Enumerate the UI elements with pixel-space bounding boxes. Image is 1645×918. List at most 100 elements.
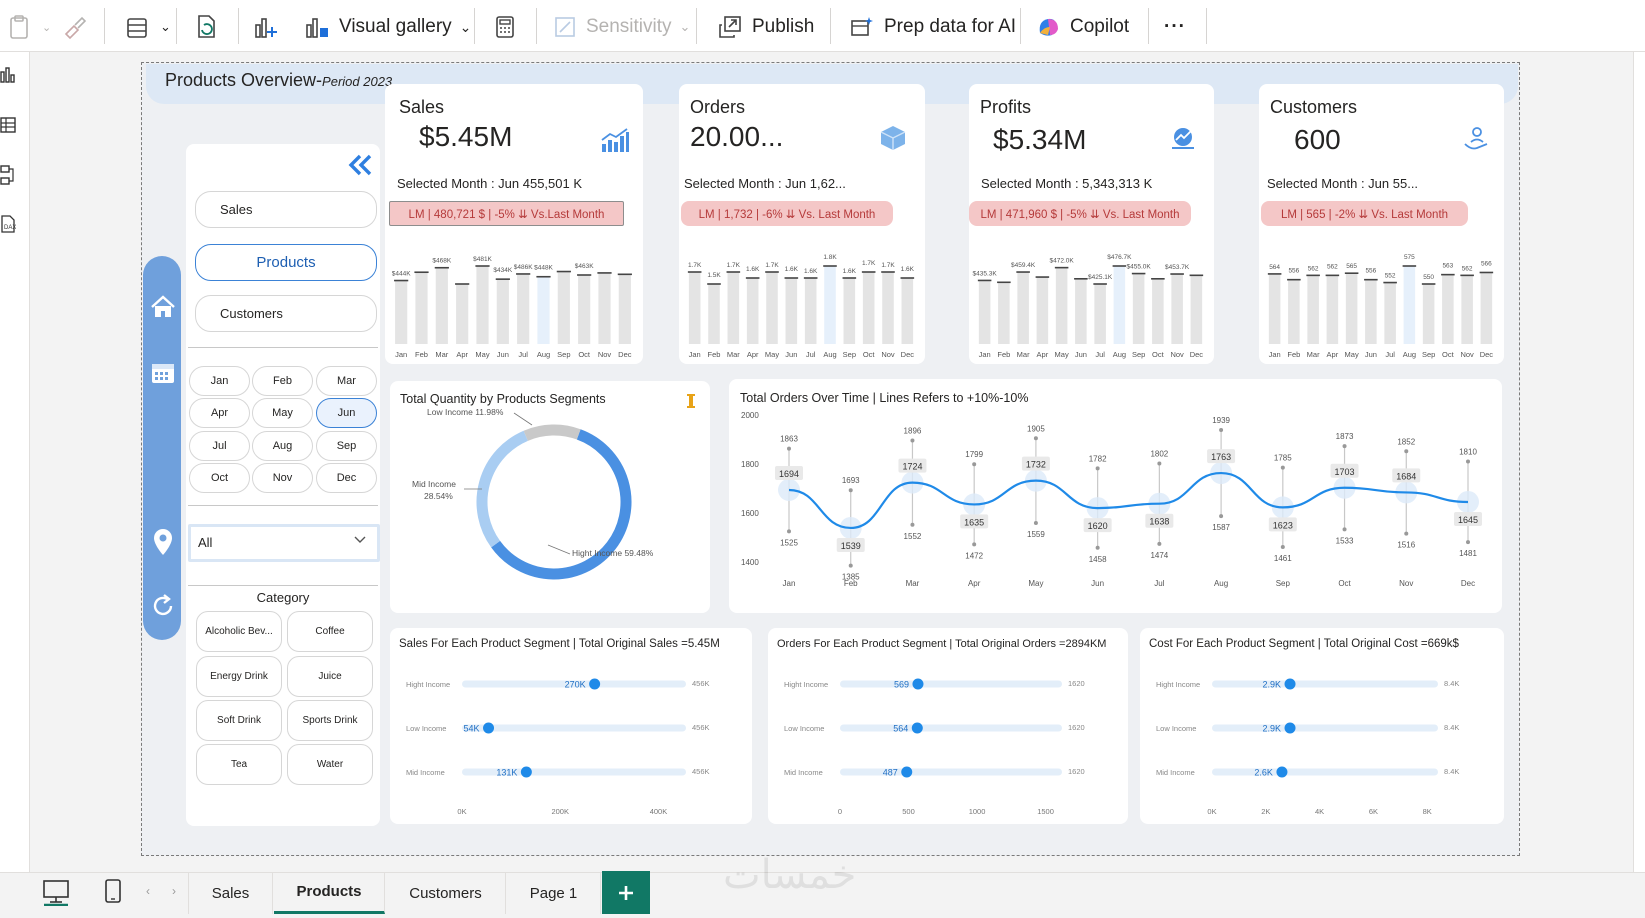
sensitivity-button[interactable]: Sensitivity ⌄ <box>552 8 690 46</box>
month-tick-label: Jun <box>497 350 509 359</box>
mobile-layout-icon[interactable] <box>104 878 122 909</box>
bar-value-label: $486K <box>514 264 533 271</box>
value-dot <box>911 722 923 734</box>
category-button[interactable]: Sports Drink <box>287 700 373 741</box>
more-options-button[interactable]: ··· <box>1164 16 1186 37</box>
bar-value-label: $472.0K <box>1050 258 1075 265</box>
upper-label: 1785 <box>1274 454 1292 463</box>
month-button-nov[interactable]: Nov <box>252 463 313 493</box>
prep-data-label: Prep data for AI <box>884 16 1017 37</box>
desktop-layout-icon[interactable] <box>42 878 70 911</box>
kpi-last-month-pill: LM | 471,960 $ | -5% ⇊ Vs. Last Month <box>969 201 1191 226</box>
x-tick-label: 1500 <box>1037 807 1054 816</box>
home-icon[interactable] <box>150 294 176 325</box>
lower-label: 1533 <box>1336 536 1354 545</box>
divider <box>188 585 378 586</box>
nav-products-button[interactable]: Products <box>195 244 377 281</box>
value-label: 1620 <box>1088 521 1108 531</box>
profits-monthly-bars: $435.3K Jan Feb $459.4K Mar Apr $472.0K May Jun $… <box>973 254 1204 359</box>
upper-label: 1802 <box>1150 450 1168 459</box>
month-tick-label: Jan <box>689 350 701 359</box>
bar-value-label: $434K <box>493 267 512 274</box>
lower-label: 1472 <box>965 551 983 560</box>
dax-query-icon[interactable]: DAX <box>0 214 16 239</box>
month-tick-label: Oct <box>1442 350 1455 359</box>
month-button-aug[interactable]: Aug <box>252 431 313 461</box>
x-tick-label: 0 <box>838 807 842 816</box>
visual-gallery-button[interactable]: Visual gallery ⌄ <box>303 8 471 46</box>
bar-value-label: 1.6K <box>901 266 915 273</box>
max-label: 8.4K <box>1444 723 1459 732</box>
format-painter-button[interactable] <box>62 8 88 46</box>
collapse-icon[interactable] <box>348 154 374 181</box>
tab-customers[interactable]: Customers <box>386 872 506 914</box>
category-button[interactable]: Alcoholic Bev... <box>196 611 282 652</box>
category-button[interactable]: Tea <box>196 744 282 785</box>
month-button-mar[interactable]: Mar <box>316 366 377 396</box>
month-button-jan[interactable]: Jan <box>189 366 250 396</box>
nav-sales-button[interactable]: Sales <box>195 191 377 228</box>
category-button[interactable]: Energy Drink <box>196 656 282 697</box>
month-button-apr[interactable]: Apr <box>189 398 250 428</box>
calculator-button[interactable] <box>492 8 518 46</box>
month-tick-label: Sep <box>843 350 856 359</box>
lower-dot <box>1342 527 1347 532</box>
month-button-sep[interactable]: Sep <box>316 431 377 461</box>
category-button[interactable]: Water <box>287 744 373 785</box>
plus-icon <box>619 885 633 900</box>
reset-icon[interactable] <box>150 593 176 624</box>
table-view-icon[interactable] <box>0 116 16 139</box>
upper-dot <box>1342 444 1347 449</box>
month-button-may[interactable]: May <box>252 398 313 428</box>
value-dot <box>1276 766 1288 778</box>
value-label: 2.9K <box>1263 724 1282 734</box>
max-label: 456K <box>692 767 710 776</box>
value-dot <box>1284 722 1296 734</box>
value-label-box <box>1392 468 1421 483</box>
y-tick-label: 1800 <box>741 460 759 469</box>
copilot-button[interactable]: Copilot <box>1034 8 1129 46</box>
month-button-oct[interactable]: Oct <box>189 463 250 493</box>
x-tick-label: Aug <box>1214 579 1228 588</box>
refresh-button[interactable] <box>192 8 220 46</box>
month-bar <box>824 266 836 344</box>
prep-data-button[interactable]: Prep data for AI <box>848 8 1016 46</box>
x-tick-label: Feb <box>844 579 858 588</box>
tab-sales[interactable]: Sales <box>189 872 273 914</box>
new-visual-button[interactable] <box>252 8 280 46</box>
category-button[interactable]: Juice <box>287 656 373 697</box>
month-button-dec[interactable]: Dec <box>316 463 377 493</box>
month-bar <box>1326 275 1339 344</box>
bar-value-label: 562 <box>1462 265 1473 272</box>
segment-label: Hight Income <box>784 680 828 689</box>
insight-icon[interactable] <box>686 393 696 414</box>
month-button-jul[interactable]: Jul <box>189 431 250 461</box>
location-pin-icon[interactable] <box>152 528 174 561</box>
nav-customers-button[interactable]: Customers <box>195 295 377 332</box>
tab-page-1[interactable]: Page 1 <box>507 872 601 914</box>
calendar-icon[interactable] <box>151 361 175 390</box>
previous-page-icon[interactable]: ‹ <box>146 884 150 898</box>
sensitivity-label: Sensitivity <box>586 16 672 37</box>
category-button[interactable]: Coffee <box>287 611 373 652</box>
month-button-jun[interactable]: Jun <box>316 398 377 428</box>
upper-dot <box>1157 461 1162 466</box>
category-dropdown[interactable]: All <box>191 527 377 559</box>
next-page-icon[interactable]: › <box>172 884 176 898</box>
publish-label: Publish <box>752 16 815 37</box>
month-button-feb[interactable]: Feb <box>252 366 313 396</box>
get-data-button[interactable]: ⌄ <box>124 8 171 46</box>
month-tick-label: Dec <box>1480 350 1494 359</box>
report-view-icon[interactable] <box>0 66 16 89</box>
month-tick-label: Nov <box>1460 350 1474 359</box>
bar-value-label: $453.7K <box>1165 264 1190 271</box>
publish-button[interactable]: Publish <box>716 8 814 46</box>
donut-label: Mid Income <box>412 479 456 489</box>
dropdown-value: All <box>198 535 213 550</box>
category-button[interactable]: Soft Drink <box>196 700 282 741</box>
paste-button[interactable]: ⌄ <box>6 8 51 46</box>
model-view-icon[interactable] <box>0 164 16 191</box>
tab-products[interactable]: Products <box>274 872 385 914</box>
add-page-button[interactable] <box>602 871 650 914</box>
lower-label: 1461 <box>1274 554 1292 563</box>
